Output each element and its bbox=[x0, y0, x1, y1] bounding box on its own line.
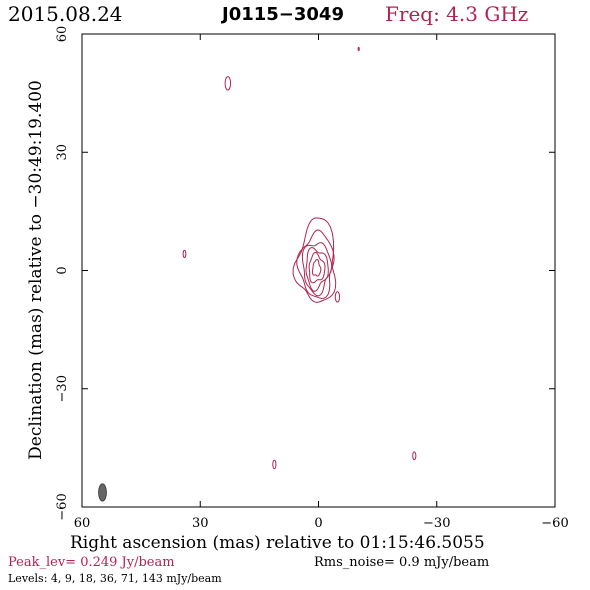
component-contour bbox=[272, 459, 277, 470]
x-tick-label: 0 bbox=[314, 516, 322, 531]
component-contour bbox=[357, 46, 360, 52]
component-contour bbox=[182, 249, 187, 258]
component-contour bbox=[334, 291, 341, 303]
beam-ellipse bbox=[98, 483, 107, 502]
component-contour bbox=[224, 76, 232, 91]
source-name: J0115−3049 bbox=[222, 4, 344, 25]
peak-level: Peak_lev= 0.249 Jy/beam bbox=[8, 555, 175, 570]
plot-frame bbox=[81, 33, 556, 508]
observation-date: 2015.08.24 bbox=[8, 2, 123, 26]
x-tick-label: 30 bbox=[192, 516, 209, 531]
core-contour bbox=[305, 246, 329, 292]
tick-layer: 60 30 0 −30 −60 −60 −30 0 30 60 bbox=[55, 26, 569, 531]
core-contour bbox=[296, 229, 335, 299]
core-contour bbox=[301, 242, 333, 297]
x-tick-label: −60 bbox=[541, 516, 568, 531]
x-axis-label: Right ascension (mas) relative to 01:15:… bbox=[70, 533, 485, 553]
core-contour bbox=[292, 217, 337, 303]
y-tick-label: 0 bbox=[55, 266, 70, 274]
beam-layer bbox=[98, 483, 107, 502]
contour-layer bbox=[182, 46, 417, 470]
rms-noise: Rms_noise= 0.9 mJy/beam bbox=[314, 555, 490, 570]
y-axis-label: Declination (mas) relative to −30:49:19.… bbox=[26, 80, 46, 460]
y-tick-label: 60 bbox=[55, 26, 70, 43]
component-contour bbox=[412, 451, 417, 461]
contour-levels: Levels: 4, 9, 18, 36, 71, 143 mJy/beam bbox=[8, 572, 222, 585]
frequency-label: Freq: 4.3 GHz bbox=[385, 2, 529, 26]
x-tick-label: −30 bbox=[423, 516, 450, 531]
y-tick-label: −30 bbox=[55, 375, 70, 402]
core-contour bbox=[311, 258, 322, 277]
y-tick-label: −60 bbox=[55, 493, 70, 520]
core-contour bbox=[308, 251, 326, 284]
y-tick-label: 30 bbox=[55, 144, 70, 161]
x-tick-label: 60 bbox=[74, 516, 91, 531]
